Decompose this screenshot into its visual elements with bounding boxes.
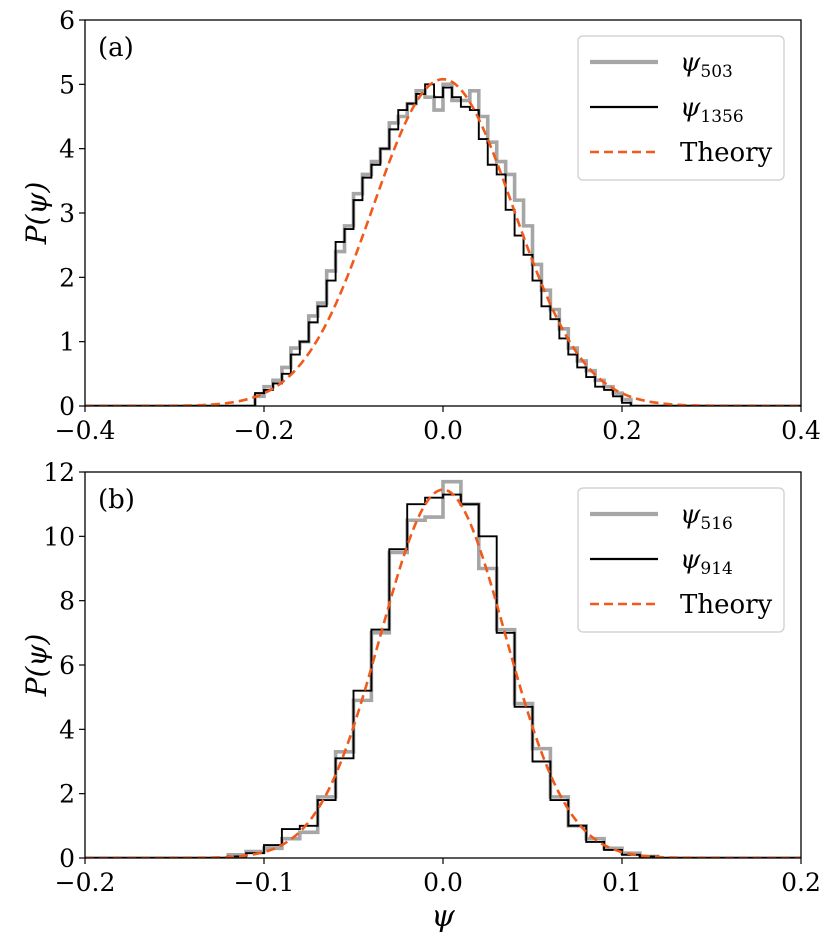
- x-tick-label: 0.2: [781, 868, 821, 897]
- x-tick-label: −0.2: [234, 416, 295, 445]
- y-axis-label: P(ψ): [20, 182, 53, 246]
- legend-label: ψ503: [680, 48, 733, 82]
- legend-label: ψ914: [680, 545, 733, 579]
- panel-b: −0.2 −0.1 0.0 0.1 0.2 0 2 4 6 8 10 12 P(ψ) ψ (b) ψ516 ψ9…: [20, 458, 821, 934]
- legend-box: [577, 487, 785, 633]
- x-tick-label: 0.4: [781, 416, 821, 445]
- y-tick-label: 1: [59, 328, 75, 357]
- y-tick-label: 4: [59, 135, 75, 164]
- y-tick-label: 2: [59, 263, 75, 292]
- y-tick-label: 10: [43, 522, 75, 551]
- panel-a: −0.4 −0.2 0.0 0.2 0.4 0 1 2 3 4 5 6 P(ψ) (a) ψ503 ψ1356…: [20, 6, 821, 445]
- histogram-black: [85, 83, 801, 406]
- panel-label: (a): [98, 33, 134, 63]
- x-tick-label: 0.1: [602, 868, 642, 897]
- y-tick-label: 6: [59, 6, 75, 35]
- panel-label: (b): [98, 485, 135, 515]
- legend-label: Theory: [680, 138, 773, 168]
- y-tick-label: 12: [43, 458, 75, 487]
- y-tick-label: 3: [59, 199, 75, 228]
- x-tick-label: −0.4: [55, 416, 116, 445]
- legend: ψ516 ψ914 Theory: [577, 487, 785, 633]
- y-tick-label: 4: [59, 715, 75, 744]
- histogram-black: [85, 493, 801, 858]
- x-tick-label: −0.2: [55, 868, 116, 897]
- legend: ψ503 ψ1356 Theory: [577, 35, 785, 181]
- y-tick-label: 2: [59, 780, 75, 809]
- y-tick-label: 6: [59, 651, 75, 680]
- theory-curve: [85, 77, 801, 406]
- legend-label: ψ516: [680, 500, 733, 534]
- y-tick-label: 8: [59, 587, 75, 616]
- y-axis-label: P(ψ): [20, 634, 53, 698]
- y-tick-label: 0: [59, 844, 75, 873]
- x-tick-label: 0.2: [602, 416, 642, 445]
- x-tick-label: −0.1: [234, 868, 295, 897]
- x-axis-label: ψ: [431, 899, 455, 934]
- legend-box: [577, 35, 785, 181]
- legend-label: Theory: [680, 590, 773, 620]
- plot-area: [85, 77, 801, 406]
- y-tick-label: 5: [59, 70, 75, 99]
- legend-label: ψ1356: [680, 93, 744, 127]
- x-tick-label: 0.0: [423, 416, 463, 445]
- y-tick-label: 0: [59, 392, 75, 421]
- x-tick-label: 0.0: [423, 868, 463, 897]
